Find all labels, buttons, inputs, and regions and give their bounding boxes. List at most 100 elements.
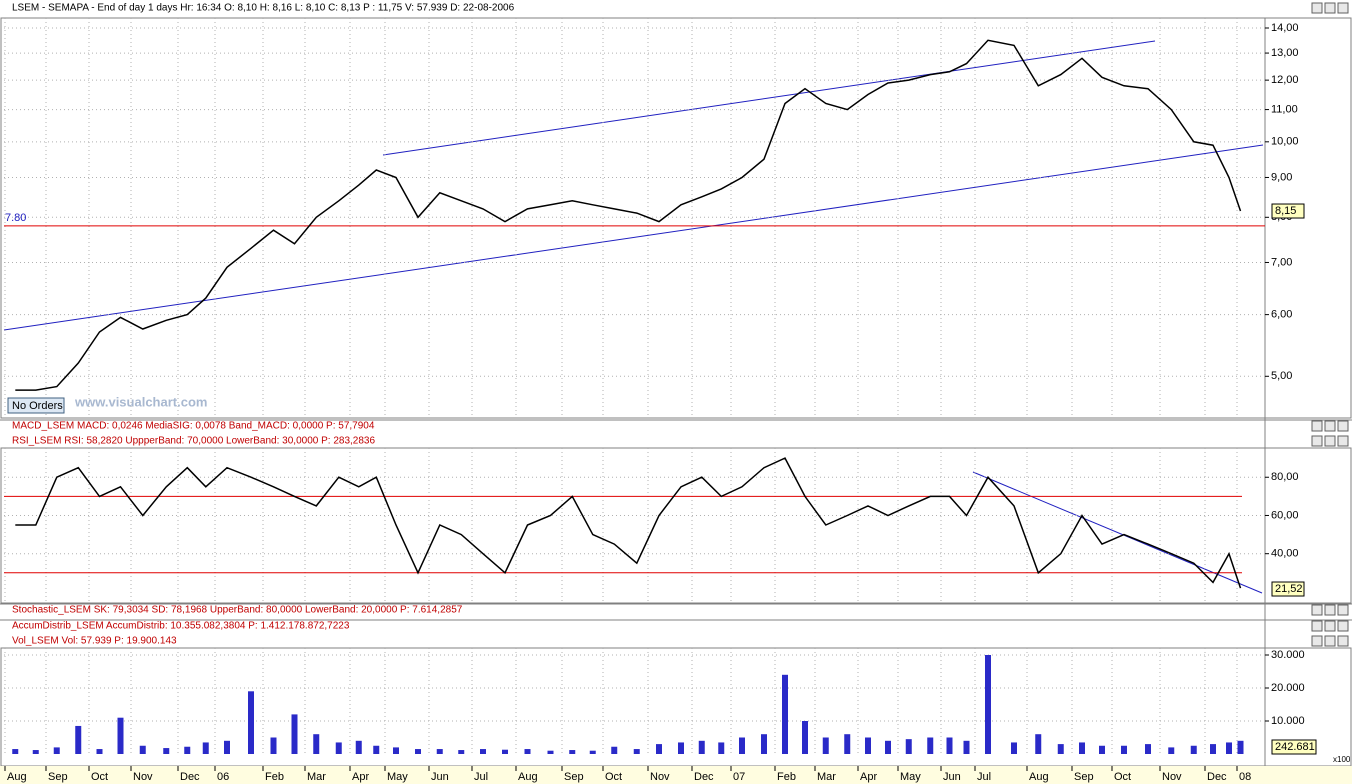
- x-tick-label: Nov: [1162, 771, 1182, 783]
- y-tick-label: 6,00: [1271, 309, 1292, 321]
- volume-bar: [885, 740, 891, 754]
- volume-bar: [761, 734, 767, 754]
- data-line: [15, 457, 1242, 589]
- x-tick-label: Dec: [694, 771, 714, 783]
- x-tick-label: Nov: [650, 771, 670, 783]
- x-tick-label: Jun: [943, 771, 961, 783]
- orders-button[interactable]: [7, 397, 65, 414]
- x-tick-label: Jun: [431, 771, 449, 783]
- x-tick-label: Sep: [48, 771, 68, 783]
- y-tick-label: 14,00: [1271, 22, 1299, 34]
- y-tick-label: 7,00: [1271, 256, 1292, 268]
- volume-bar: [946, 737, 953, 754]
- volume-bar: [927, 737, 934, 754]
- last-value-box: [1271, 203, 1305, 219]
- x-tick-label: 06: [217, 771, 229, 783]
- last-value-box: [1271, 581, 1305, 597]
- volume-bar: [1210, 744, 1216, 754]
- window-buttons[interactable]: [1311, 2, 1349, 647]
- price-panel: [0, 17, 1352, 419]
- volume-bar: [224, 740, 230, 754]
- volume-bar: [436, 749, 443, 754]
- volume-bar: [802, 720, 808, 754]
- x-tick-label: Aug: [518, 771, 538, 783]
- y-tick-label: 80,00: [1271, 471, 1299, 483]
- collapsed-panel-title: AccumDistrib_LSEM AccumDistrib: 10.355.0…: [12, 621, 350, 632]
- last-value-label: 21,52: [1275, 583, 1303, 595]
- panel-title: RSI_LSEM RSI: 58,2820 UppperBand: 70,000…: [12, 436, 375, 447]
- reference-label: 7.80: [5, 212, 26, 224]
- x-tick-label: Oct: [605, 771, 622, 783]
- x-tick-label: Oct: [91, 771, 108, 783]
- volume-bar: [313, 734, 320, 754]
- volume-bar: [1145, 744, 1151, 754]
- volume-bar: [822, 737, 829, 754]
- x-tick-label: Aug: [1029, 771, 1049, 783]
- watermark: www.visualchart.com: [74, 394, 207, 409]
- x-tick-label: May: [387, 771, 408, 783]
- panel-title: Vol_LSEM Vol: 57.939 P: 19.900.143: [12, 636, 177, 647]
- volume-bar: [782, 674, 788, 754]
- volume-bar: [139, 745, 146, 754]
- volume-bar: [270, 737, 277, 754]
- volume-bar: [202, 742, 209, 754]
- volume-bar: [415, 749, 421, 754]
- x-tick-label: Nov: [133, 771, 153, 783]
- volume-bar: [739, 737, 745, 754]
- volume-bar: [1237, 740, 1244, 754]
- panel-title: LSEM - SEMAPA - End of day 1 days Hr: 16…: [12, 3, 515, 14]
- volume-bar: [291, 714, 298, 754]
- volume-bar: [480, 749, 486, 754]
- data-line: [15, 39, 1242, 391]
- trend-line: [382, 40, 1156, 156]
- volume-bar: [248, 691, 254, 754]
- volume-bar: [117, 717, 124, 754]
- volume-bar: [1079, 742, 1085, 754]
- orders-button-label: No Orders: [12, 400, 63, 412]
- x-tick-label: Apr: [352, 771, 369, 783]
- y-tick-label: 20.000: [1271, 682, 1305, 694]
- volume-bar: [1099, 745, 1105, 754]
- volume-bar: [502, 749, 508, 754]
- y-tick-label: 30.000: [1271, 649, 1305, 661]
- volume-bar: [633, 749, 640, 754]
- x-tick-label: 08: [1239, 771, 1251, 783]
- volume-bar: [96, 749, 103, 754]
- volume-bar: [963, 740, 970, 754]
- volume-bar: [611, 746, 618, 754]
- x-tick-label: 07: [733, 771, 745, 783]
- x-tick-label: Feb: [265, 771, 284, 783]
- volume-bar: [393, 747, 399, 754]
- x-tick-label: Mar: [817, 771, 836, 783]
- x-tick-label: Dec: [1207, 771, 1227, 783]
- x-tick-label: Jul: [977, 771, 991, 783]
- volume-bar: [718, 742, 725, 754]
- volume-bar: [844, 734, 851, 754]
- x-tick-label: Feb: [777, 771, 796, 783]
- volume-bar: [32, 750, 39, 754]
- volume-bar: [335, 742, 342, 754]
- y-tick-label: 60,00: [1271, 509, 1299, 521]
- y-tick-label: 13,00: [1271, 47, 1299, 59]
- volume-bar: [1168, 747, 1175, 754]
- last-value-label: 242.681: [1275, 741, 1315, 753]
- volume-bar: [184, 746, 191, 754]
- x-tick-label: Jul: [474, 771, 488, 783]
- y-tick-label: 10.000: [1271, 715, 1305, 727]
- volume-bar: [569, 750, 576, 754]
- volume-bar: [458, 750, 465, 754]
- volume-bar: [865, 737, 871, 754]
- y-tick-label: 12,00: [1271, 74, 1299, 86]
- last-value-box: [1271, 739, 1317, 755]
- y-tick-label: 9,00: [1271, 171, 1292, 183]
- x-tick-label: Dec: [180, 771, 200, 783]
- x-tick-label: Mar: [307, 771, 326, 783]
- volume-bar: [678, 742, 684, 754]
- y-tick-label: 11,00: [1271, 103, 1298, 115]
- x-tick-label: Apr: [860, 771, 877, 783]
- scale-label: x100: [1333, 755, 1351, 764]
- trend-line: [3, 144, 1264, 331]
